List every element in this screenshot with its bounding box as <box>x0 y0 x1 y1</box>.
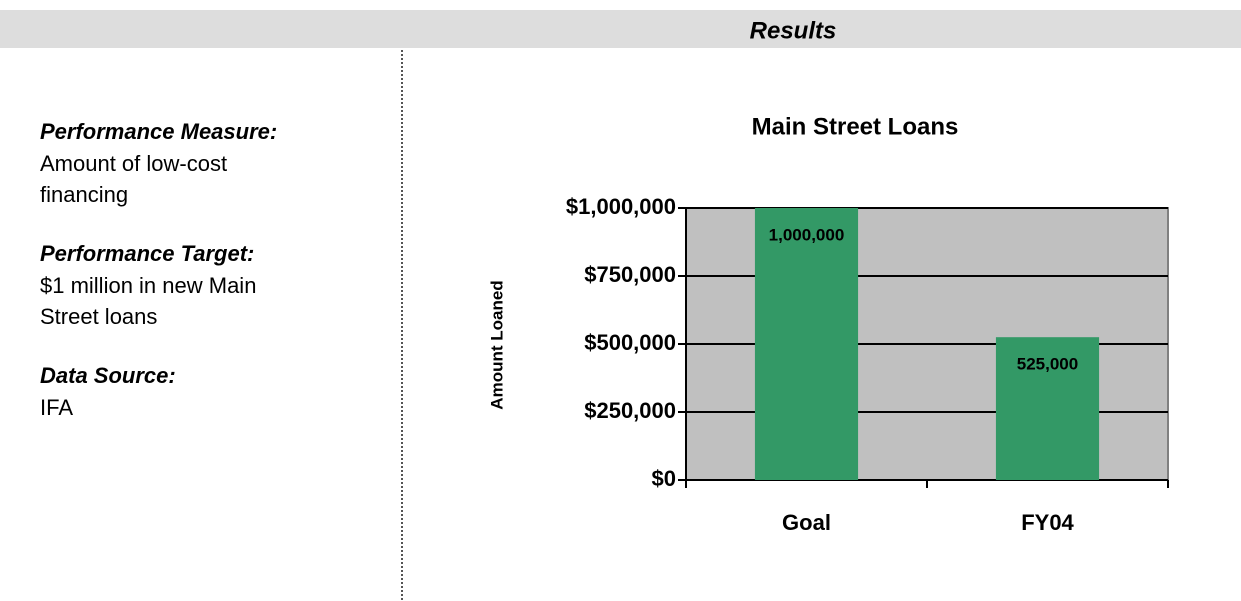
bar <box>754 208 859 480</box>
section-text: financing <box>40 182 128 207</box>
value-label: 525,000 <box>1017 355 1078 374</box>
header-title: Results <box>750 17 837 44</box>
x-tick-label: Goal <box>782 510 831 535</box>
y-tick-label: $1,000,000 <box>566 194 676 219</box>
section-text: Street loans <box>40 304 157 329</box>
section-label: Performance Measure: <box>40 119 277 144</box>
value-label: 1,000,000 <box>769 225 845 244</box>
section-label: Data Source: <box>40 363 176 388</box>
chart-title: Main Street Loans <box>752 113 959 140</box>
section-text: IFA <box>40 395 73 420</box>
header-band <box>0 10 1241 48</box>
y-tick-label: $0 <box>652 466 676 491</box>
section-text: $1 million in new Main <box>40 273 256 298</box>
y-tick-label: $750,000 <box>584 262 676 287</box>
bar <box>995 337 1100 480</box>
y-tick-label: $500,000 <box>584 330 676 355</box>
section-text: Amount of low-cost <box>40 151 227 176</box>
y-tick-label: $250,000 <box>584 398 676 423</box>
section-label: Performance Target: <box>40 241 254 266</box>
x-tick-label: FY04 <box>1021 510 1074 535</box>
y-axis-title: Amount Loaned <box>487 280 506 409</box>
